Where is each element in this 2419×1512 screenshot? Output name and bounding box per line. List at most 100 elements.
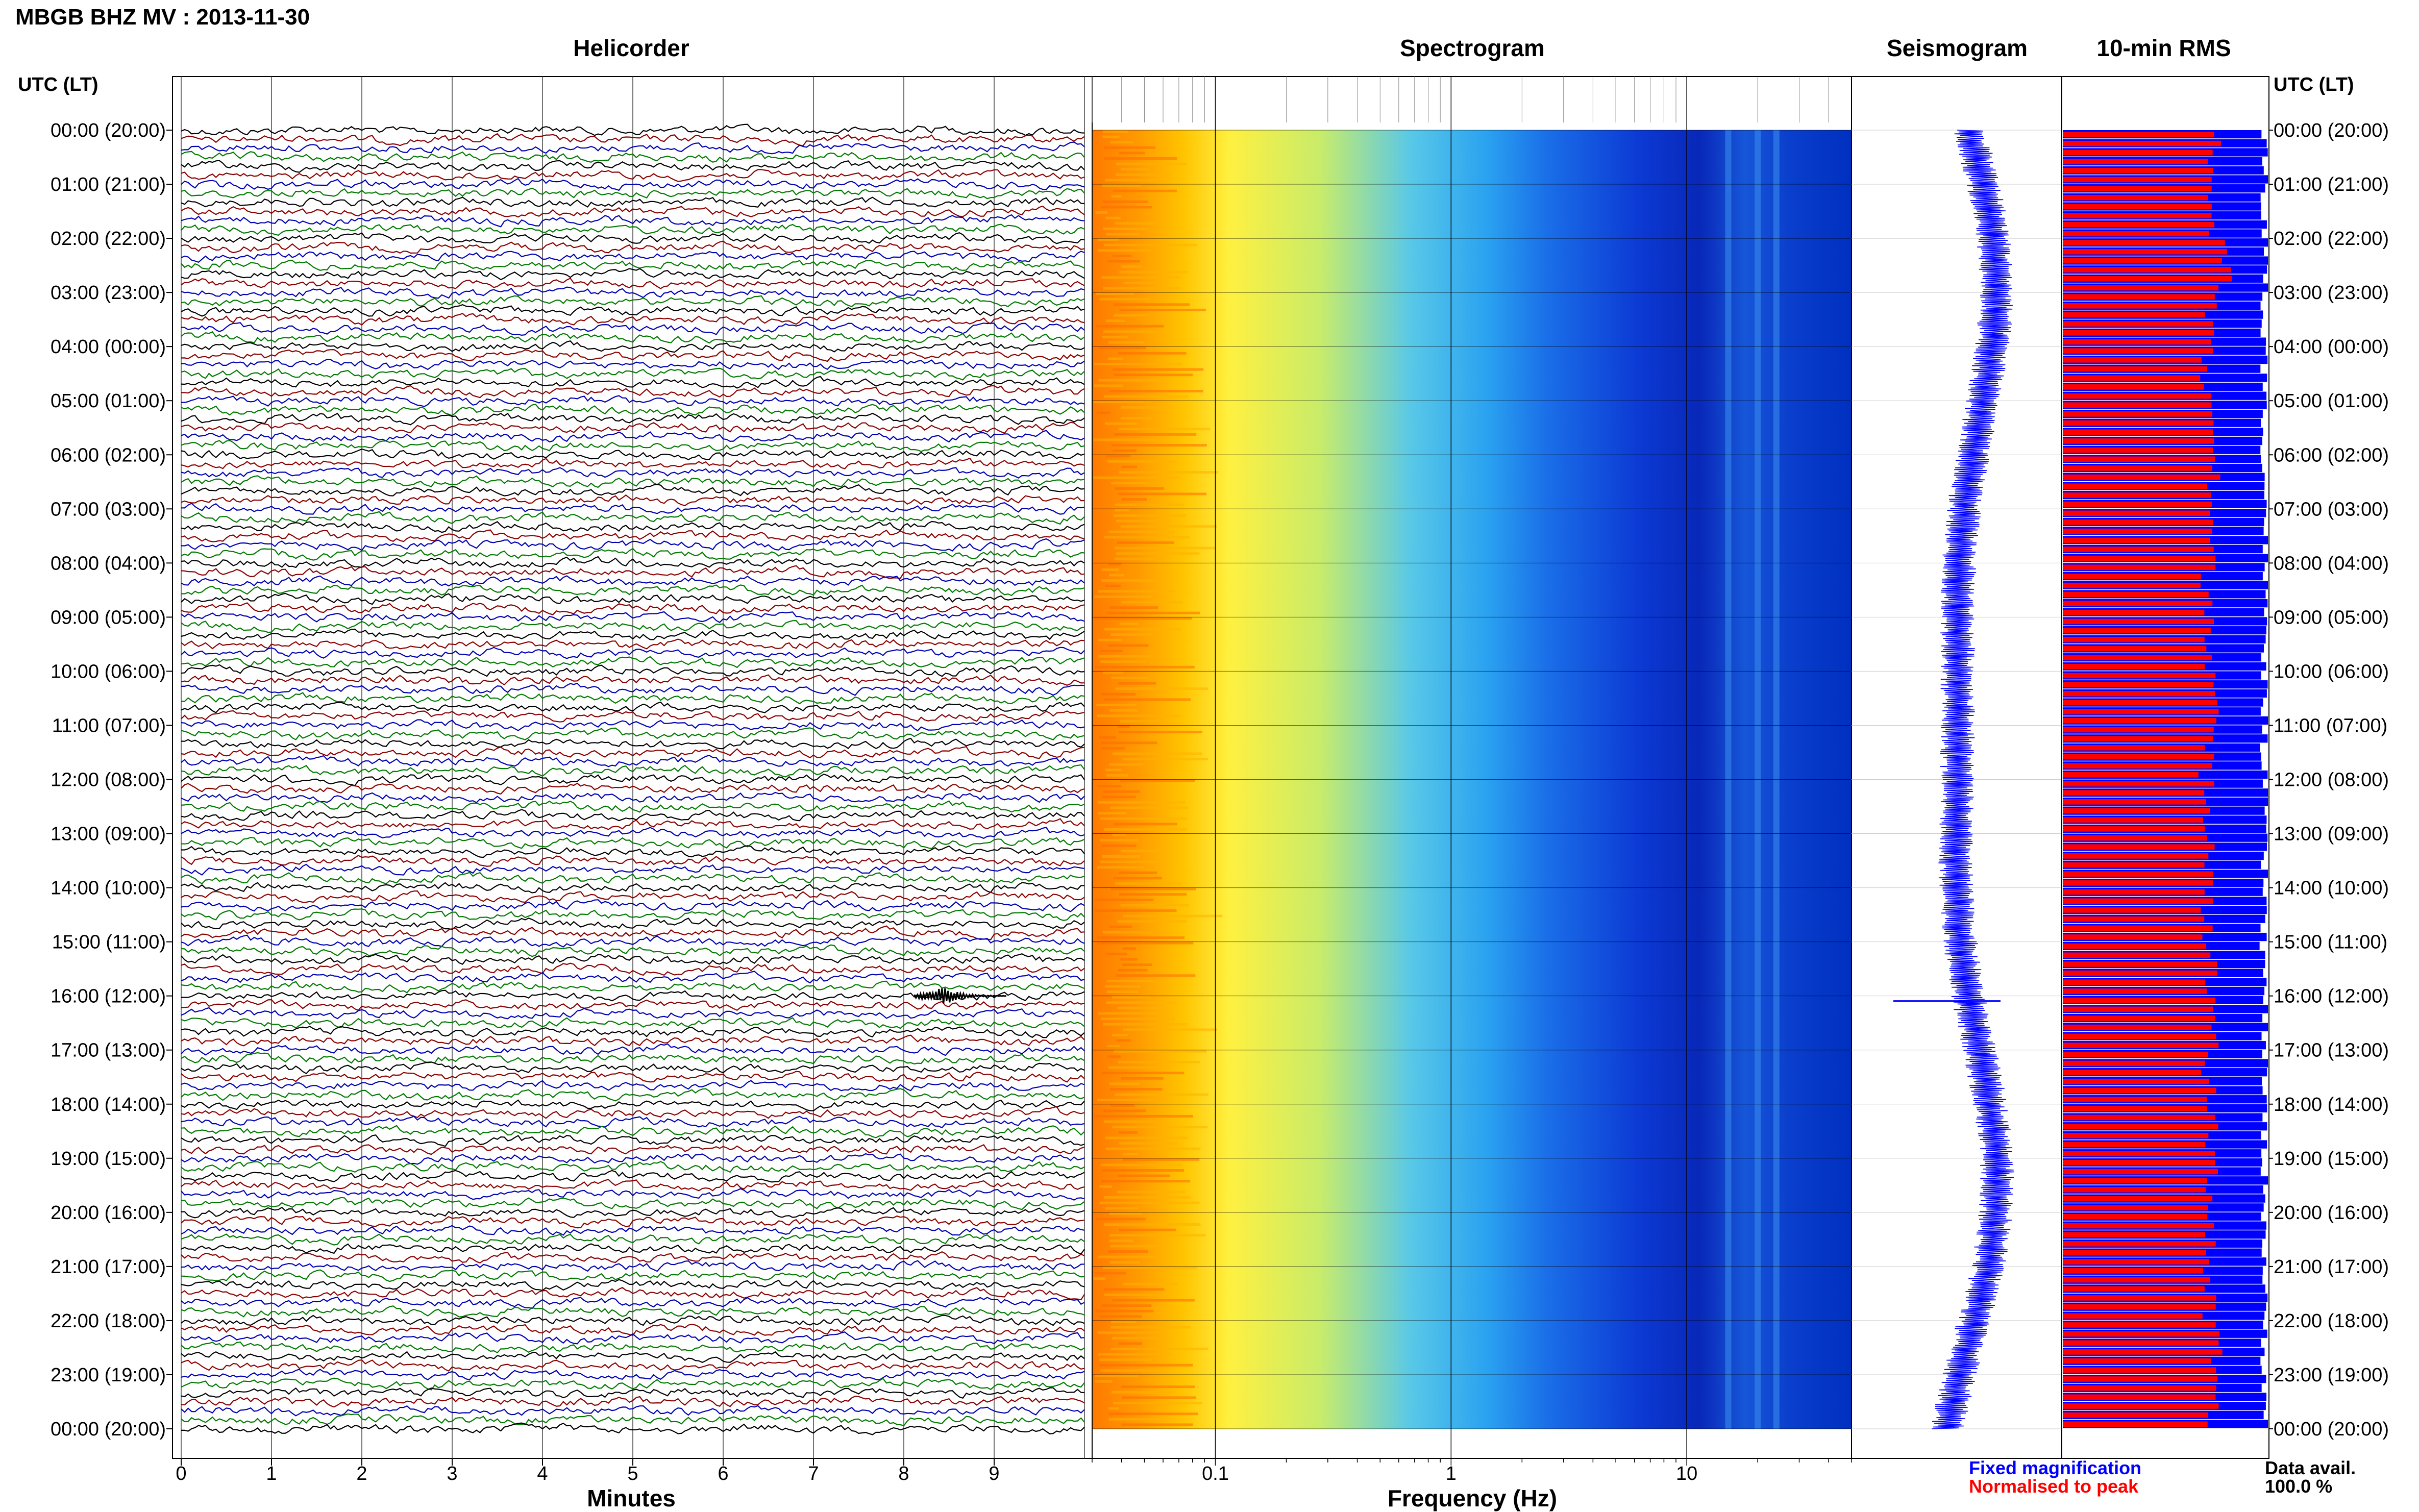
spectrogram-speckle [1109,1239,1134,1242]
helicorder-trace [181,349,1085,362]
helicorder-trace [181,719,1085,731]
spectrogram-speckle [1102,855,1141,858]
rms-bar-normalised [2063,898,2213,904]
rms-bar-normalised [2063,1313,2203,1319]
spectrogram-speckle [1097,866,1144,869]
spectrogram-speckle [1097,249,1152,252]
spectrogram-speckle [1106,319,1125,323]
spectrogram-speckle [1107,1045,1120,1048]
helicorder-trace [181,359,1085,370]
hour-label-left: 02:00 (22:00) [51,228,166,250]
helicorder-trace [181,251,1085,263]
spectrogram-speckle [1104,628,1181,631]
rms-bar-normalised [2063,1078,2209,1084]
hour-label-right: 01:00 (21:00) [2274,174,2389,195]
spectrogram-speckle [1119,731,1202,734]
hour-label-left: 12:00 (08:00) [51,770,166,791]
spectrogram-speckle [1104,157,1177,160]
spectrogram-speckle [1105,1136,1188,1139]
rms-bar-normalised [2063,294,2215,300]
helicorder-trace [181,899,1085,912]
helicorder-trace [181,980,1085,994]
helicorder-trace [181,620,1085,633]
rms-bar-normalised [2063,132,2214,137]
helicorder-trace [181,1099,1085,1111]
rms-bar-normalised [2063,628,2211,633]
hour-label-right: 13:00 (09:00) [2274,824,2389,845]
rms-bar-normalised [2063,150,2213,156]
frequency-axis-label: Frequency (Hz) [1388,1485,1557,1511]
helicorder-trace [181,331,1085,344]
rms-bar-normalised [2063,159,2208,164]
spectrogram-speckle [1122,1158,1200,1161]
rms-bar-normalised [2063,1403,2219,1409]
helicorder-trace [181,367,1085,381]
spectrogram-speckle [1100,650,1123,652]
spectrogram-speckle [1098,1255,1157,1258]
spectrogram-speckle [1108,1066,1170,1069]
helicorder-trace [181,1215,1085,1229]
helicorder-trace [181,205,1085,218]
spectrogram-speckle [1111,482,1149,485]
helicorder-trace [181,925,1085,940]
rms-bar-normalised [2063,564,2216,571]
spectrogram-speckle [1109,574,1125,577]
helicorder-trace [181,565,1085,579]
spectrogram-speckle [1102,184,1142,187]
spectrogram-speckle [1103,1288,1165,1291]
spectrogram-speckle [1115,974,1196,977]
hour-label-left: 23:00 (19:00) [51,1365,166,1386]
helicorder-trace [181,321,1085,336]
rms-bar-normalised [2063,988,2207,994]
rms-bar-normalised [2063,772,2199,778]
rms-bar-normalised [2063,790,2205,796]
rms-bar-normalised [2063,970,2217,976]
hour-label-left: 09:00 (05:00) [51,607,166,628]
hour-label-left: 03:00 (23:00) [51,282,166,304]
spectrogram-speckle [1097,801,1186,804]
spectrogram-speckle [1119,958,1138,961]
rms-bar-normalised [2063,240,2225,245]
helicorder-trace [181,1305,1085,1318]
helicorder-trace [181,692,1085,705]
spectrogram-speckle [1110,141,1133,144]
rms-bar-normalised [2063,1295,2216,1301]
spectrogram-speckle [1115,503,1184,506]
spectrogram-speckle [1122,498,1147,501]
spectrogram-speckle [1102,796,1136,799]
helicorder-trace [181,240,1085,254]
helicorder-trace [181,1260,1085,1272]
spectrogram-speckle [1119,1142,1178,1145]
helicorder-trace [181,1279,1085,1291]
rms-bar-normalised [2063,411,2212,417]
helicorder-trace [181,1125,1085,1138]
helicorder-trace [181,430,1085,443]
spectrogram-speckle [1094,595,1153,598]
spectrogram-speckle [1114,374,1193,377]
rms-bar-normalised [2063,934,2203,940]
helicorder-trace [181,385,1085,399]
helicorder-trace [181,953,1085,965]
spectrogram-speckle [1123,281,1154,284]
helicorder-trace [181,800,1085,813]
rms-bar-normalised [2063,186,2212,191]
frequency-tick-label: 1 [1446,1463,1457,1484]
helicorder-trace [181,827,1085,839]
rms-bar-normalised [2063,690,2215,697]
spectrogram-speckle [1099,1364,1193,1367]
helicorder-trace [181,656,1085,668]
hour-label-left: 08:00 (04:00) [51,553,166,574]
helicorder-trace [181,1071,1085,1083]
rms-bar-normalised [2063,835,2208,841]
helicorder-trace [181,457,1085,469]
helicorder-trace [181,611,1085,624]
helicorder-trace [181,440,1085,452]
spectrogram-speckle [1098,1012,1159,1015]
rms-bar-normalised [2063,420,2214,426]
spectrogram-speckle [1108,1407,1119,1410]
helicorder-trace [181,196,1085,208]
helicorder-trace [181,467,1085,479]
spectrogram-speckle [1094,438,1158,441]
spectrogram-speckle [1117,969,1148,972]
spectrogram-speckle [1098,1353,1171,1356]
